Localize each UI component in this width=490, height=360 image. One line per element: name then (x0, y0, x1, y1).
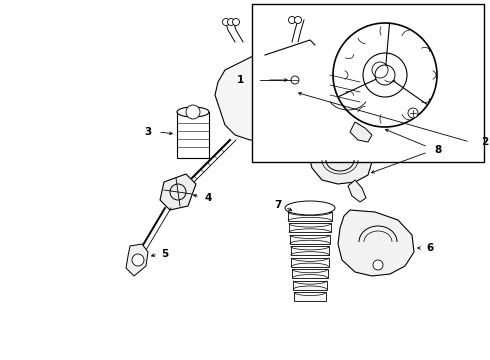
Polygon shape (126, 244, 148, 276)
Polygon shape (338, 210, 414, 276)
Text: 6: 6 (426, 243, 434, 253)
Circle shape (232, 18, 240, 26)
Polygon shape (348, 180, 366, 202)
Circle shape (408, 108, 418, 118)
Polygon shape (160, 174, 196, 210)
Bar (288, 212, 332, 221)
Bar (293, 269, 328, 278)
Polygon shape (350, 122, 372, 142)
Text: 3: 3 (145, 127, 151, 137)
Bar (294, 292, 326, 301)
Text: 7: 7 (274, 200, 282, 210)
Circle shape (186, 105, 200, 119)
Circle shape (373, 260, 383, 270)
Bar (252, 4, 484, 162)
Text: 5: 5 (161, 249, 169, 259)
Circle shape (227, 18, 235, 26)
Polygon shape (306, 65, 385, 128)
Bar (289, 224, 331, 233)
Circle shape (132, 254, 144, 266)
Circle shape (222, 18, 229, 26)
Circle shape (170, 184, 186, 200)
Bar (292, 258, 329, 267)
Bar (293, 280, 327, 289)
Text: 1: 1 (236, 75, 244, 85)
Bar (291, 246, 329, 255)
Text: 8: 8 (434, 145, 441, 155)
Text: 2: 2 (481, 137, 489, 147)
Text: 4: 4 (204, 193, 212, 203)
Ellipse shape (285, 201, 335, 215)
Ellipse shape (177, 107, 209, 117)
Bar (177, 112, 209, 158)
Circle shape (289, 17, 295, 23)
Circle shape (291, 76, 299, 84)
Polygon shape (215, 50, 295, 140)
Bar (290, 235, 330, 244)
Circle shape (294, 17, 301, 23)
Polygon shape (308, 132, 372, 184)
